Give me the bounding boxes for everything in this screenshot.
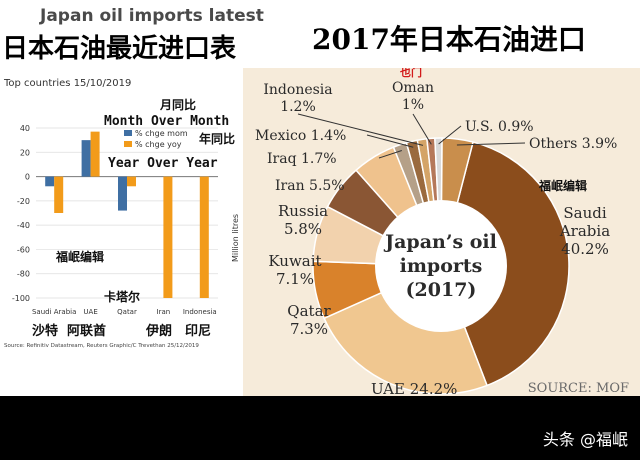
bar-qatar-mom xyxy=(118,176,127,211)
y-tick-label: -100 xyxy=(12,294,30,303)
right-editor: 福岷编辑 xyxy=(538,178,587,193)
legend-yoy: % chge yoy xyxy=(135,140,182,149)
bar-indonesia-yoy xyxy=(199,176,209,298)
x-tick-label: UAE xyxy=(83,308,97,316)
bottom-bar xyxy=(0,396,640,460)
pie-leader-line xyxy=(378,149,402,159)
legend-mom: % chge mom xyxy=(135,129,188,138)
y-tick-label: 0 xyxy=(25,173,30,182)
cn-cat-iran: 伊朗 xyxy=(146,324,173,339)
y-axis-label: Million litres xyxy=(231,214,240,262)
cn-title-left: 日本石油最近进口表 xyxy=(2,34,237,64)
watermark: 头条 @福岷 xyxy=(542,430,628,449)
y-tick-label: -40 xyxy=(17,221,30,230)
x-tick-label: Indonesia xyxy=(183,308,217,316)
bar-chart: Top countries 15/10/2019 40 20 0 -20 -40 -60 -… xyxy=(3,78,240,349)
pie-label-iraq: Iraq 1.7% xyxy=(267,151,337,167)
bar-saudi-arabia-yoy xyxy=(54,176,64,213)
pie-leader-line xyxy=(412,113,432,145)
pie-panel: Japan’s oil imports (2017) Saudi Arabia 40… xyxy=(243,65,640,398)
pie-center xyxy=(375,200,507,332)
pie-label-kuwait: Kuwait 7.1% xyxy=(268,252,321,288)
mom-cn: 月同比 xyxy=(160,98,197,112)
pie-label-indonesia: Indonesia 1.2% xyxy=(263,82,332,115)
pie-title-line2: imports xyxy=(400,255,483,277)
y-tick-label: -20 xyxy=(17,197,30,206)
pie-title-line1: Japan’s oil xyxy=(383,231,497,253)
cn-cat-indonesia: 印尼 xyxy=(185,324,212,339)
pie-source: SOURCE: MOF xyxy=(528,381,629,396)
yoy-en: Year Over Year xyxy=(108,156,218,171)
pie-label-uae: UAE 24.2% xyxy=(371,380,457,396)
bar-uae-mom xyxy=(81,140,91,177)
pie-leader-line xyxy=(297,113,424,146)
left-editor: 福岷编辑 xyxy=(56,250,105,264)
pie-title-line3: (2017) xyxy=(406,279,477,301)
pie-chart: Japan’s oil imports (2017) Saudi Arabia 40… xyxy=(255,65,629,398)
x-tick-label: Qatar xyxy=(117,308,137,316)
pie-leader-line xyxy=(438,125,462,145)
left-title: Japan oil imports latest xyxy=(40,6,264,26)
pie-label-saudi-arabia: Saudi Arabia 40.2% xyxy=(559,204,610,258)
pie-label-oman: Oman 1% xyxy=(392,80,434,113)
x-tick-label: Iran xyxy=(157,308,171,316)
pie-label-russia: Russia 5.8% xyxy=(278,202,328,238)
y-tick-label: -60 xyxy=(17,245,30,254)
legend-swatch-mom xyxy=(124,130,132,136)
pie-label-qatar: Qatar 7.3% xyxy=(287,302,331,338)
qatar-cn: 卡塔尔 xyxy=(104,290,141,304)
pie-leader-line xyxy=(456,142,526,146)
yoy-cn: 年同比 xyxy=(199,132,236,146)
y-tick-label: -80 xyxy=(17,270,30,279)
bar-qatar-yoy xyxy=(127,176,136,187)
pie-leader-line xyxy=(366,134,414,148)
bar-saudi-arabia-mom xyxy=(45,176,55,187)
y-tick-label: 40 xyxy=(20,124,30,133)
bar-uae-yoy xyxy=(90,131,100,177)
bar-subtitle: Top countries 15/10/2019 xyxy=(3,78,131,89)
pie-label-iran: Iran 5.5% xyxy=(275,178,345,194)
bar-iran-yoy xyxy=(163,176,173,298)
pie-label-u-s-: U.S. 0.9% xyxy=(465,119,534,135)
bar-source: Source: Refinitiv Datastream, Reuters Gr… xyxy=(4,343,199,349)
cn-title-right: 2017年日本石油进口 xyxy=(312,23,586,56)
mom-en: Month Over Month xyxy=(104,114,230,129)
oman-cn: 也门 xyxy=(400,68,422,79)
pie-label-mexico: Mexico 1.4% xyxy=(255,128,346,144)
x-tick-label: Saudi Arabia xyxy=(32,308,76,316)
cn-cat-saudi: 沙特 xyxy=(32,324,59,339)
legend-swatch-yoy xyxy=(124,141,132,147)
cn-cat-uae: 阿联酋 xyxy=(67,324,107,339)
y-tick-label: 20 xyxy=(20,148,30,157)
pie-label-others: Others 3.9% xyxy=(529,136,617,152)
